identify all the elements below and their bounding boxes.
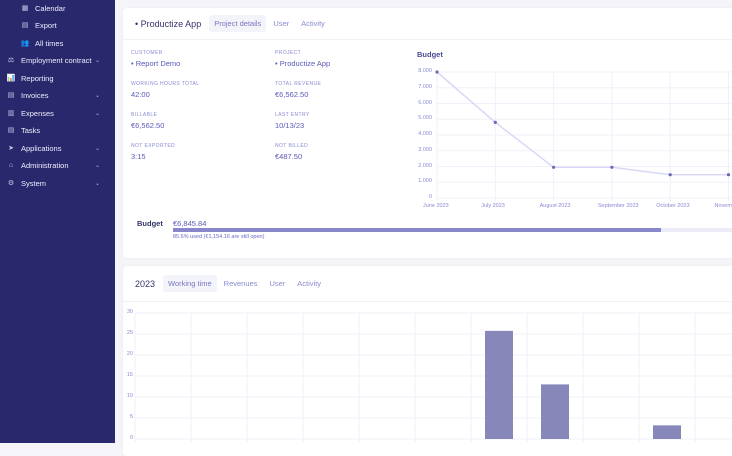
expenses-icon: ▥ <box>7 109 15 117</box>
sidebar-item-tasks[interactable]: ▤ Tasks <box>0 123 115 137</box>
contract-icon: ⚖ <box>7 56 15 64</box>
y-tick-label: 10 <box>108 393 133 399</box>
budget-progress-fill <box>173 228 661 232</box>
chevron-down-icon: ⌄ <box>95 162 100 169</box>
x-tick-label: August 2023 <box>540 203 571 209</box>
sidebar-item-employment-contract[interactable]: ⚖ Employment contract ⌄ <box>0 53 115 67</box>
sidebar-item-reporting[interactable]: 📊 Reporting <box>0 71 115 85</box>
bar <box>541 384 569 439</box>
rocket-icon: ➤ <box>7 144 15 152</box>
year-card: 2023 Working time Revenues User Activity… <box>123 266 732 456</box>
invoice-icon: ▤ <box>7 91 15 99</box>
sidebar-item-expenses[interactable]: ▥ Expenses ⌄ <box>0 106 115 120</box>
y-tick-label: 1.000 <box>407 178 432 184</box>
sidebar-item-label: Calendar <box>35 4 65 13</box>
y-tick-label: 7.000 <box>407 84 432 90</box>
y-tick-label: 20 <box>108 351 133 357</box>
x-tick-label: September 2023 <box>598 203 639 209</box>
sidebar-item-calendar[interactable]: ▦ Calendar <box>0 1 115 15</box>
sidebar: ▦ Calendar ▤ Export 👥 All times ⚖ Employment co… <box>0 0 115 443</box>
y-tick-label: 3.000 <box>407 147 432 153</box>
y-tick-label: 6.000 <box>407 100 432 106</box>
y-tick-label: 25 <box>108 330 133 336</box>
project-card: • Productize App Project details User Ac… <box>123 8 732 258</box>
budget-label: Budget <box>137 219 163 228</box>
x-tick-label: June 2023 <box>423 203 449 209</box>
chevron-down-icon: ⌄ <box>95 145 100 152</box>
sidebar-item-label: Invoices <box>21 91 49 100</box>
sidebar-item-label: All times <box>35 39 63 48</box>
x-tick-label: November <box>715 203 732 209</box>
y-tick-label: 4.000 <box>407 131 432 137</box>
sidebar-item-label: Export <box>35 21 57 30</box>
chevron-down-icon: ⌄ <box>95 57 100 64</box>
sidebar-item-label: Administration <box>21 161 69 170</box>
budget-point <box>552 166 555 169</box>
sidebar-item-invoices[interactable]: ▤ Invoices ⌄ <box>0 88 115 102</box>
budget-progress-bar <box>173 228 732 232</box>
calendar-icon: ▦ <box>21 4 29 12</box>
sidebar-item-applications[interactable]: ➤ Applications ⌄ <box>0 141 115 155</box>
bar <box>653 425 681 439</box>
sidebar-item-administration[interactable]: ⌂ Administration ⌄ <box>0 158 115 172</box>
sidebar-item-all-times[interactable]: 👥 All times <box>0 36 115 50</box>
chevron-down-icon: ⌄ <box>95 180 100 187</box>
working-time-bar-chart <box>123 266 732 456</box>
x-tick-label: October 2023 <box>656 203 689 209</box>
y-tick-label: 15 <box>108 372 133 378</box>
budget-point <box>669 173 672 176</box>
users-icon: 👥 <box>21 39 29 47</box>
chart-icon: 📊 <box>7 74 15 82</box>
sidebar-item-label: Applications <box>21 144 61 153</box>
tasks-icon: ▤ <box>7 126 15 134</box>
y-tick-label: 5 <box>108 414 133 420</box>
y-tick-label: 2.000 <box>407 163 432 169</box>
x-tick-label: July 2023 <box>481 203 505 209</box>
y-tick-label: 8.000 <box>407 68 432 74</box>
budget-point <box>610 166 613 169</box>
budget-note: 85.6% used (€1,154.16 are still open) <box>173 234 264 240</box>
y-tick-label: 0 <box>407 194 432 200</box>
sidebar-item-label: Employment contract <box>21 56 91 65</box>
bar <box>485 331 513 439</box>
admin-icon: ⌂ <box>7 161 15 169</box>
sidebar-item-system[interactable]: ⚙ System ⌄ <box>0 176 115 190</box>
export-icon: ▤ <box>21 21 29 29</box>
y-tick-label: 0 <box>108 435 133 441</box>
sidebar-item-label: Reporting <box>21 74 54 83</box>
sidebar-item-label: Expenses <box>21 109 54 118</box>
y-tick-label: 5.000 <box>407 115 432 121</box>
sidebar-item-label: System <box>21 179 46 188</box>
chevron-down-icon: ⌄ <box>95 92 100 99</box>
budget-point <box>494 121 497 124</box>
y-tick-label: 30 <box>108 309 133 315</box>
budget-amount: €6,845.84 <box>173 219 206 228</box>
chevron-down-icon: ⌄ <box>95 110 100 117</box>
budget-point <box>727 173 730 176</box>
budget-point <box>435 70 438 73</box>
sidebar-item-export[interactable]: ▤ Export <box>0 18 115 32</box>
sidebar-item-label: Tasks <box>21 126 40 135</box>
gear-icon: ⚙ <box>7 179 15 187</box>
